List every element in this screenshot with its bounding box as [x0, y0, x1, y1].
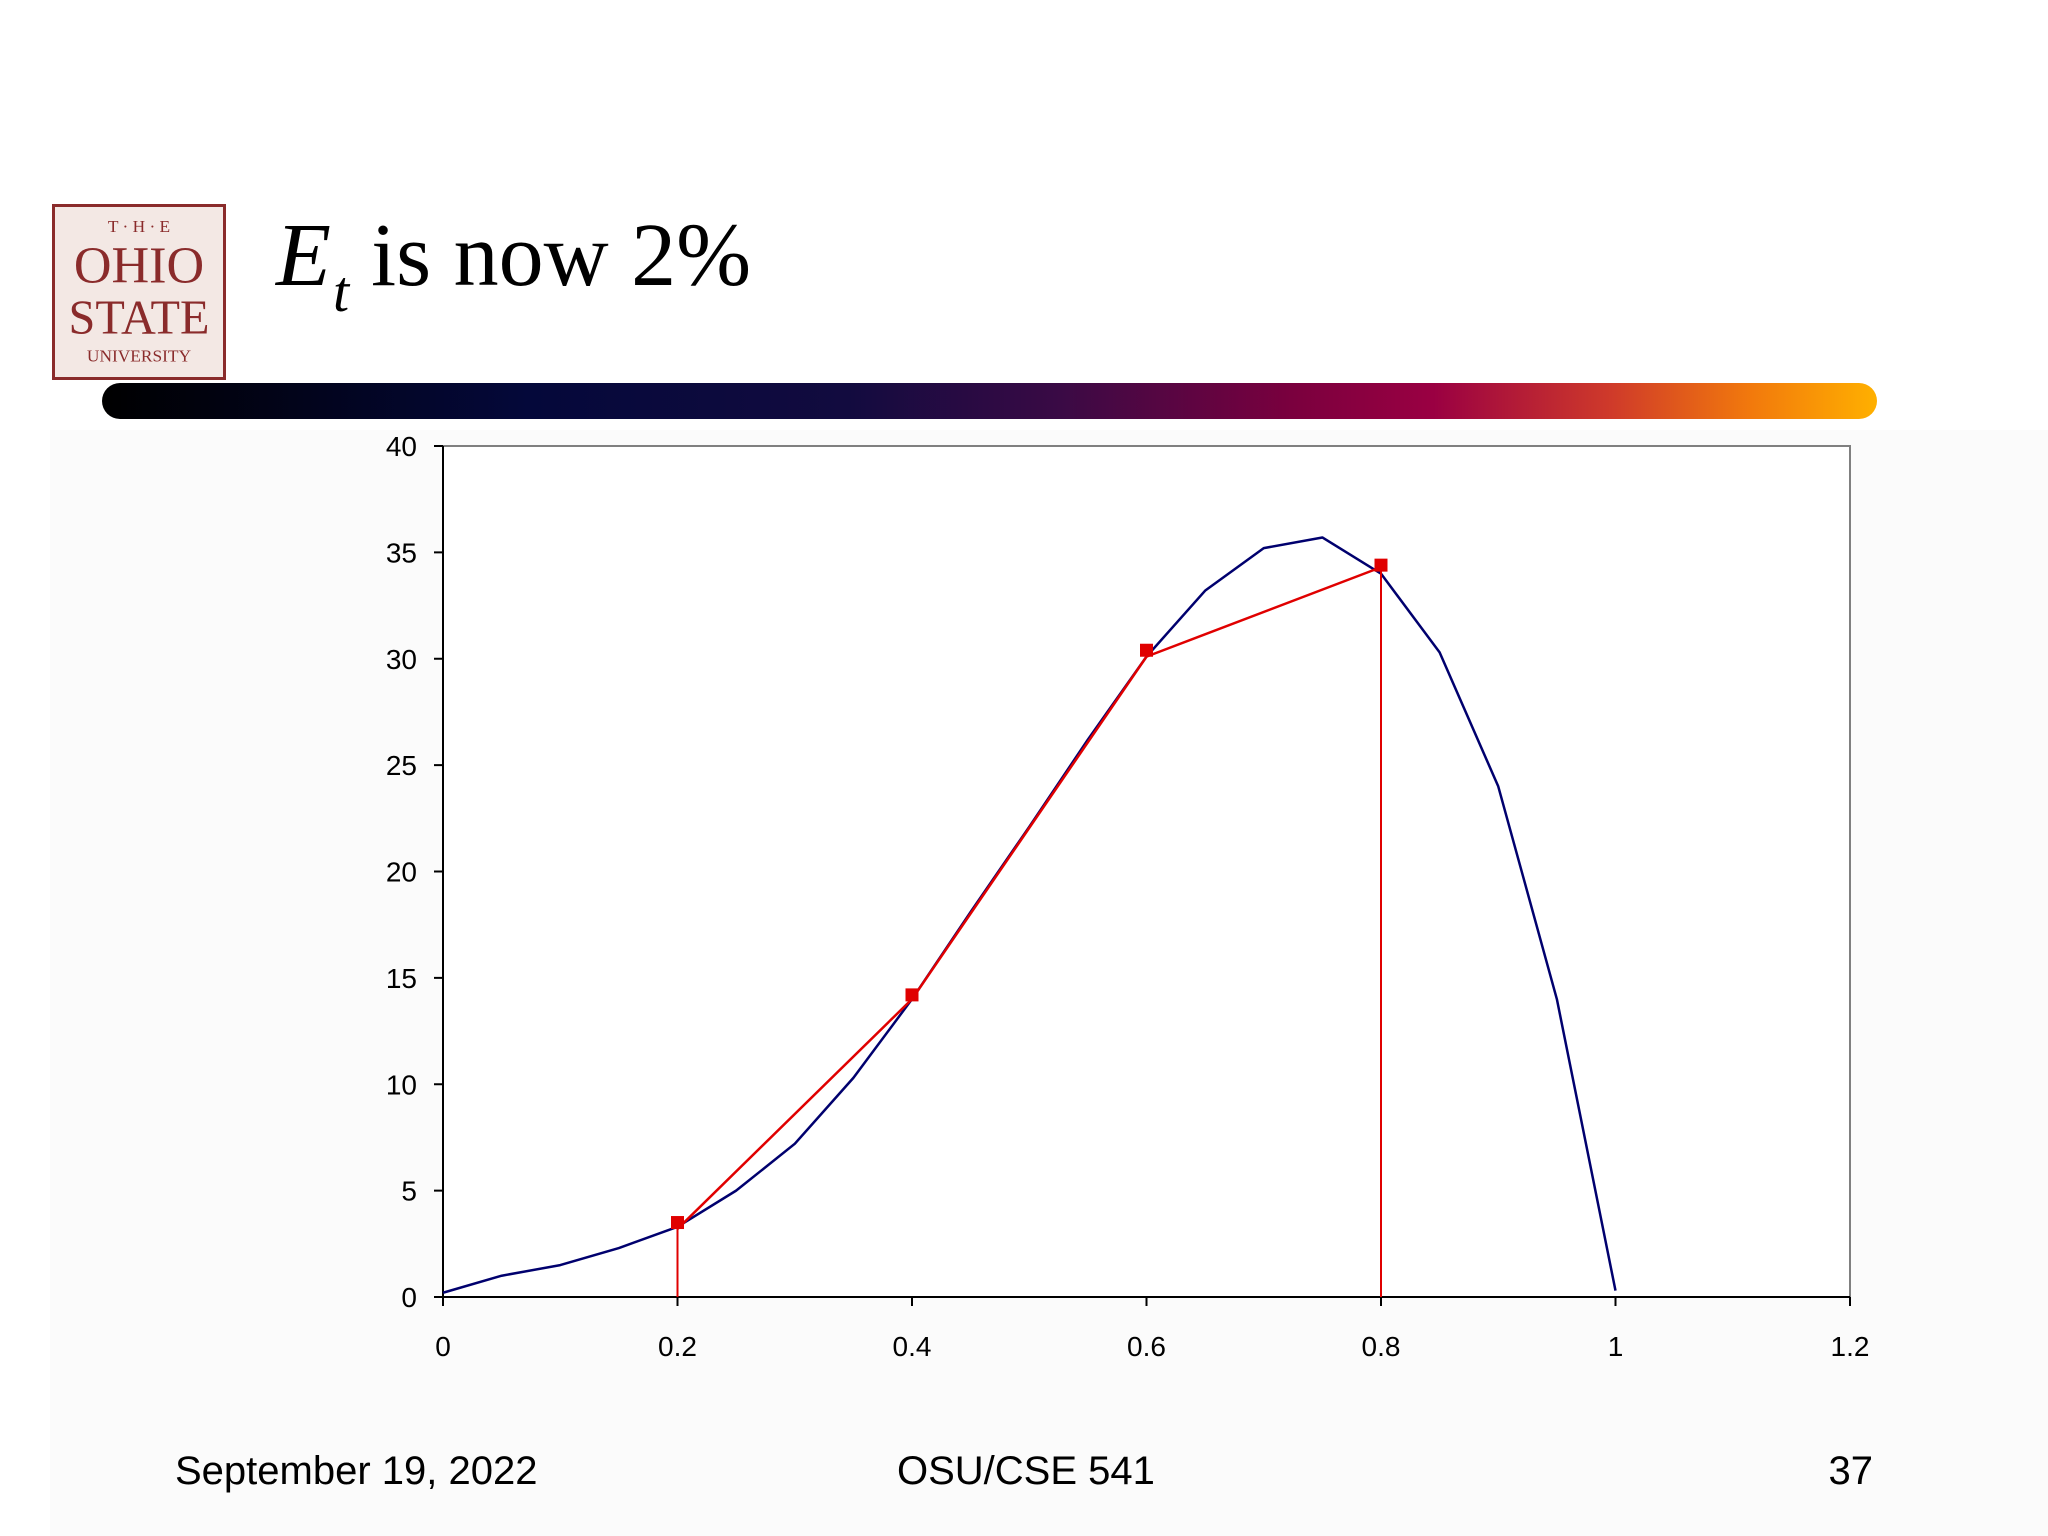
y-tick-label: 30 [386, 644, 417, 675]
y-tick-label: 40 [386, 431, 417, 462]
logo-text-state: STATE [69, 292, 210, 345]
footer-course: OSU/CSE 541 [897, 1449, 1155, 1493]
footer-page-number: 37 [1828, 1449, 1874, 1493]
logo-text-ohio: OHIO [74, 237, 204, 294]
logo-text-university: UNIVERSITY [87, 347, 192, 366]
sample-point [671, 1216, 684, 1230]
x-tick-label: 0.6 [1127, 1331, 1166, 1362]
y-axis: 0 5 10 15 20 25 30 35 40 [386, 431, 443, 1313]
title-symbol: E [276, 206, 331, 305]
x-tick-label: 0.2 [658, 1331, 697, 1362]
linear-approximation-line [676, 566, 1382, 1230]
logo-text-top: T · H · E [108, 217, 170, 236]
x-tick-label: 0.4 [893, 1331, 932, 1362]
plot-area [442, 445, 1851, 1298]
y-tick-label: 5 [401, 1176, 417, 1207]
y-tick-label: 0 [401, 1282, 417, 1313]
x-axis: 0 0.2 0.4 0.6 0.8 1 1.2 [435, 1297, 1869, 1362]
y-tick-label: 25 [386, 750, 417, 781]
y-tick-label: 10 [386, 1069, 417, 1100]
title-gradient-bar [102, 383, 1877, 419]
sample-point [905, 988, 919, 1002]
osu-logo: T · H · E OHIO STATE UNIVERSITY [52, 204, 226, 380]
sample-point [1140, 643, 1153, 657]
x-tick-label: 0.8 [1362, 1331, 1401, 1362]
slide-title: Et is now 2% [276, 206, 752, 324]
osu-logo-graphic: T · H · E OHIO STATE UNIVERSITY [55, 207, 223, 377]
sample-point [1374, 558, 1388, 572]
y-tick-label: 20 [386, 857, 417, 888]
plot-frame [442, 445, 1851, 1298]
x-tick-label: 1 [1608, 1331, 1624, 1362]
title-text: is now 2% [371, 206, 752, 305]
footer-date: September 19, 2022 [175, 1449, 538, 1493]
x-tick-label: 0 [435, 1331, 451, 1362]
title-subscript: t [332, 259, 350, 324]
x-tick-label: 1.2 [1831, 1331, 1870, 1362]
y-tick-label: 15 [386, 963, 417, 994]
y-tick-label: 35 [386, 537, 417, 568]
